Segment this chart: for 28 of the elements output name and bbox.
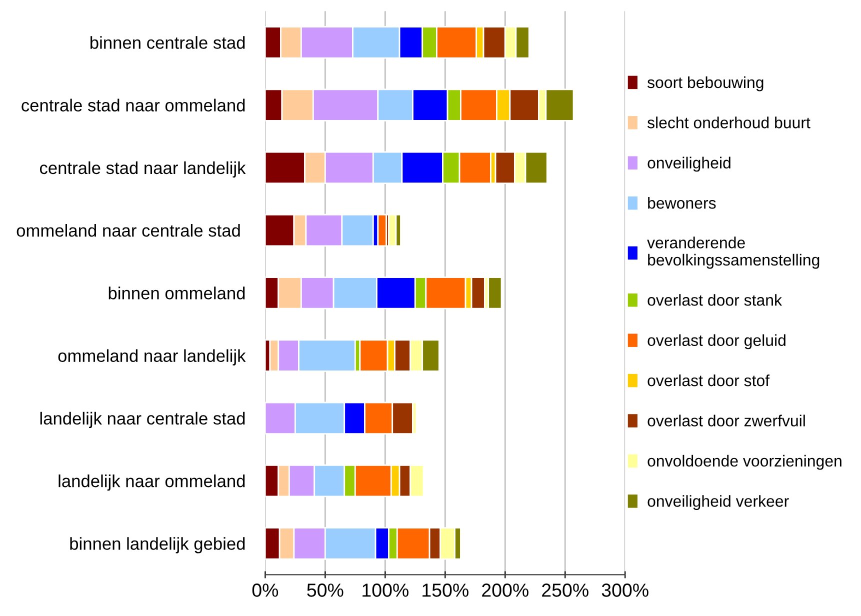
y-tick-label: binnen centrale stad	[90, 36, 245, 49]
y-tick-label: centrale stad naar landelijk	[40, 161, 246, 178]
legend-label: onveiligheid	[648, 156, 730, 172]
bar	[488, 276, 502, 310]
x-tick-label: 50%	[307, 584, 344, 597]
x-tick-label: 300%	[602, 584, 648, 597]
legend-label: overlast door stof	[648, 374, 770, 386]
y-tick-label: ommeland naar landelijk	[58, 349, 246, 366]
y-tick-label: binnen ommeland	[108, 286, 245, 300]
legend-label: overlast door zwerfvuil	[648, 414, 805, 426]
legend-label: onvoldoende voorzieningen	[648, 454, 842, 470]
legend-label: veranderende bevolkingssamenstelling	[647, 236, 820, 269]
y-tick-label: binnen landelijk gebied	[70, 537, 245, 554]
x-tick-label: 250%	[542, 584, 588, 597]
x-tick-label: 200%	[482, 584, 528, 597]
y-tick-label: ommeland naar centrale stad	[16, 224, 240, 237]
legend-label: onveiligheid verkeer	[648, 495, 789, 510]
x-tick-label: 150%	[422, 584, 468, 597]
y-tick-label: landelijk naar ommeland	[58, 474, 245, 491]
legend-label: overlast door stank	[648, 294, 782, 306]
legend-label: bewoners	[648, 197, 716, 209]
x-tick-label: 0%	[252, 584, 278, 597]
legend-label: soort bebouwing	[647, 76, 764, 92]
x-tick-label: 100%	[362, 584, 408, 597]
legend-label: overlast door geluid	[648, 334, 786, 350]
y-tick-label: centrale stad naar ommeland	[22, 98, 245, 112]
y-tick-label: landelijk naar centrale stad	[40, 412, 245, 428]
legend-label: slecht onderhoud buurt	[647, 116, 810, 128]
